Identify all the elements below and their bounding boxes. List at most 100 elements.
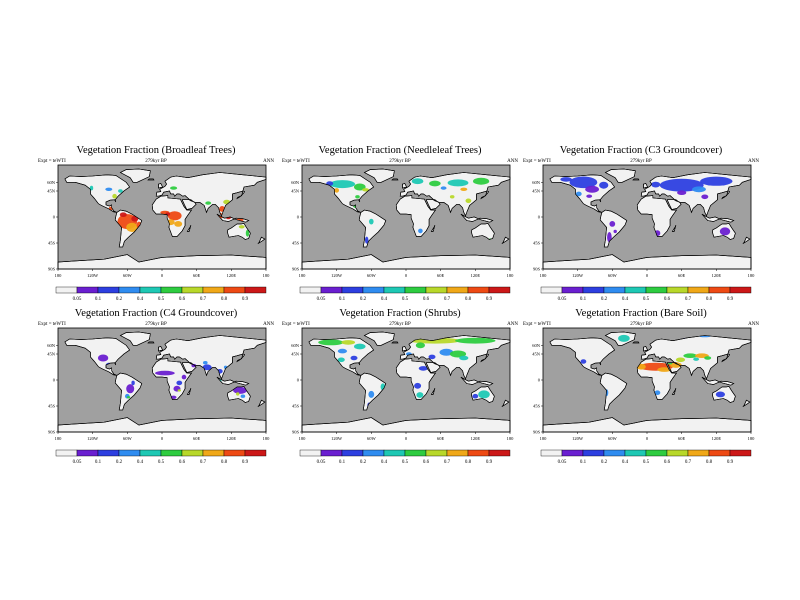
lat-tick-label: 0 <box>538 215 541 220</box>
vegetation-patch <box>429 180 441 187</box>
vegetation-patch <box>126 396 131 399</box>
lon-tick-label: 180 <box>55 436 63 441</box>
colorbar-label: 0.05 <box>73 297 82 302</box>
coastline <box>599 372 628 411</box>
lon-tick-label: 120W <box>87 436 99 441</box>
colorbar-label: 0.7 <box>444 297 451 302</box>
colorbar-label: 0.4 <box>381 297 388 302</box>
lat-tick-label: 90S <box>533 430 541 435</box>
vegetation-patch <box>459 355 469 361</box>
period-label: 279kyr BP <box>389 322 411 327</box>
coastline <box>402 346 408 352</box>
map-panel-bare-soil: Vegetation Fraction (Bare Soil) Expt = t… <box>521 308 761 473</box>
coastline <box>226 223 251 240</box>
map-panel-broadleaf-trees: Vegetation Fraction (Broadleaf Trees) Ex… <box>36 145 276 310</box>
vegetation-patch <box>205 201 212 205</box>
vegetation-patch <box>418 366 428 371</box>
lat-tick-label: 60N <box>47 180 56 185</box>
colorbar-swatch <box>446 449 469 457</box>
coastline <box>147 341 155 344</box>
lon-tick-label: 60W <box>367 436 377 441</box>
coastline <box>742 399 751 407</box>
colorbar-swatch <box>666 449 689 457</box>
colorbar-swatch <box>299 286 322 294</box>
experiment-label: Expt = teWTI <box>282 322 310 327</box>
lon-tick-label: 60E <box>437 436 445 441</box>
lon-tick-label: 120E <box>227 273 237 278</box>
vegetation-patch <box>415 342 425 349</box>
vegetation-patch <box>369 218 374 225</box>
colorbar-label: 0.4 <box>137 460 144 465</box>
vegetation-patch <box>428 354 436 360</box>
coastline <box>604 331 636 346</box>
vegetation-patch <box>472 393 479 399</box>
colorbar-swatch <box>160 286 183 294</box>
colorbar-label: 0.9 <box>727 297 734 302</box>
coastline <box>671 388 677 395</box>
colorbar-swatch <box>708 449 731 457</box>
colorbar-swatch <box>383 449 406 457</box>
coastline <box>64 174 131 213</box>
coastline <box>501 399 510 407</box>
lon-tick-label: 60E <box>193 273 201 278</box>
colorbar-label: 0.8 <box>221 460 228 465</box>
lon-tick-label: 120W <box>572 273 584 278</box>
coastline <box>363 168 395 183</box>
lat-tick-label: 0 <box>53 378 56 383</box>
colorbar-swatch <box>362 449 385 457</box>
lat-tick-label: 45N <box>47 352 56 357</box>
coastline <box>399 172 511 217</box>
vegetation-patch <box>700 176 733 186</box>
coastline <box>643 183 649 189</box>
lat-tick-label: 60N <box>291 343 300 348</box>
colorbar: 0.05 0.1 0.2 0.4 0.5 0.6 0.7 0.8 0.9 <box>299 449 511 465</box>
colorbar-swatch <box>341 449 364 457</box>
lat-tick-label: 45N <box>532 352 541 357</box>
vegetation-patch <box>112 193 117 199</box>
vegetation-patch <box>126 384 135 394</box>
lat-tick-label: 60N <box>532 180 541 185</box>
vegetation-patch <box>202 364 212 371</box>
vegetation-patch <box>715 391 725 398</box>
colorbar-swatch <box>729 286 752 294</box>
lon-tick-label: 60E <box>678 273 686 278</box>
colorbar-label: 0.05 <box>558 460 567 465</box>
coastline <box>636 195 678 237</box>
colorbar-swatch <box>341 286 364 294</box>
vegetation-layer <box>97 354 247 399</box>
coastline <box>599 209 628 248</box>
lon-tick-label: 0 <box>161 273 164 278</box>
colorbar-swatch <box>645 286 668 294</box>
lon-tick-label: 120W <box>87 273 99 278</box>
lon-tick-label: 120E <box>471 273 481 278</box>
lat-tick-label: 45N <box>291 352 300 357</box>
colorbar-label: 0.8 <box>706 297 713 302</box>
panel-title: Vegetation Fraction (C3 Groundcover) <box>559 145 723 156</box>
coastline <box>151 358 193 400</box>
coastline <box>186 225 192 232</box>
lon-tick-label: 120E <box>471 436 481 441</box>
colorbar-swatch <box>582 286 605 294</box>
colorbar-label: 0.8 <box>465 460 472 465</box>
season-label: ANN <box>748 322 759 327</box>
colorbar-swatch <box>55 286 78 294</box>
colorbar-label: 0.8 <box>221 297 228 302</box>
lat-tick-label: 90S <box>48 430 56 435</box>
lon-tick-label: 120E <box>712 273 722 278</box>
coastline <box>549 174 616 213</box>
coastline <box>308 174 375 213</box>
colorbar-swatch <box>603 286 626 294</box>
coastline <box>114 209 143 248</box>
colorbar-swatch <box>624 286 647 294</box>
colorbar-swatch <box>561 286 584 294</box>
lat-tick-label: 45S <box>533 241 541 246</box>
vegetation-patch <box>670 362 682 368</box>
lon-tick-label: 120W <box>331 273 343 278</box>
vegetation-patch <box>651 181 661 188</box>
colorbar-swatch <box>202 286 225 294</box>
lon-tick-label: 180 <box>540 436 548 441</box>
map-panel-c3-groundcover: Vegetation Fraction (C3 Groundcover) Exp… <box>521 145 761 310</box>
colorbar-label: 0.5 <box>643 460 650 465</box>
